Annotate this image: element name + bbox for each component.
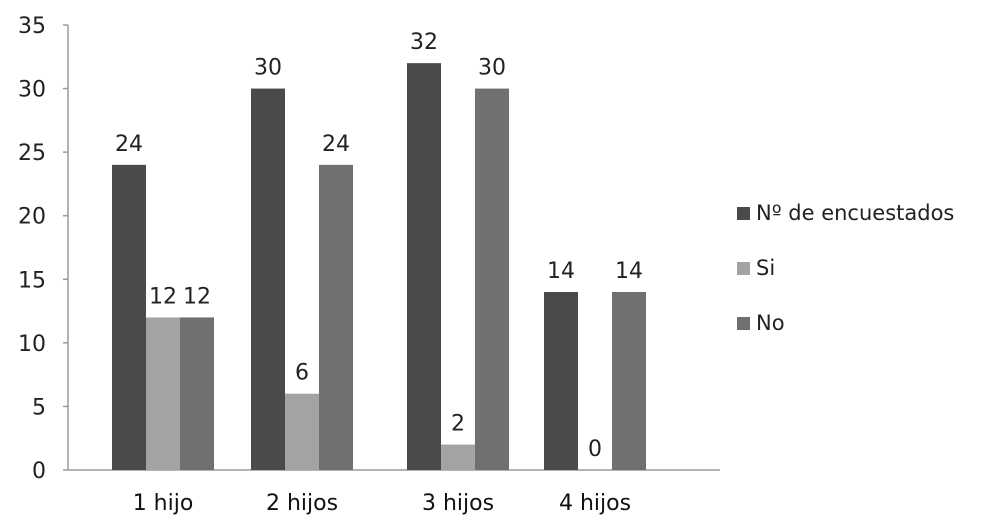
bar-2-1 bbox=[441, 444, 475, 470]
data-label-3-1: 0 bbox=[588, 437, 602, 462]
y-tick-label: 35 bbox=[18, 14, 46, 39]
data-label-0-2: 12 bbox=[183, 284, 211, 309]
y-tick-label: 30 bbox=[18, 78, 46, 103]
x-category-label: 4 hijos bbox=[559, 491, 631, 516]
bar-1-1 bbox=[285, 393, 319, 470]
data-label-2-1: 2 bbox=[451, 412, 465, 437]
legend-swatch bbox=[737, 206, 750, 220]
chart-legend: Nº de encuestados Si No bbox=[737, 200, 954, 365]
bar-3-0 bbox=[544, 292, 578, 470]
bar-0-0 bbox=[112, 164, 146, 470]
data-label-1-0: 30 bbox=[254, 56, 282, 81]
y-tick-label: 25 bbox=[18, 141, 46, 166]
legend-label: Si bbox=[756, 256, 776, 280]
y-tick-label: 20 bbox=[18, 205, 46, 230]
legend-label: Nº de encuestados bbox=[756, 201, 955, 225]
data-label-3-2: 14 bbox=[615, 259, 643, 284]
bar-2-2 bbox=[475, 88, 509, 471]
legend-swatch bbox=[737, 261, 750, 275]
legend-item: Nº de encuestados bbox=[737, 200, 954, 226]
bar-2-0 bbox=[407, 63, 441, 471]
bar-3-2 bbox=[612, 292, 646, 470]
data-label-1-2: 24 bbox=[322, 132, 350, 157]
data-label-1-1: 6 bbox=[295, 361, 309, 386]
data-label-0-0: 24 bbox=[115, 132, 143, 157]
bar-0-2 bbox=[180, 317, 214, 470]
bar-1-2 bbox=[319, 164, 353, 470]
y-tick-label: 0 bbox=[32, 459, 46, 484]
legend-item: No bbox=[737, 310, 954, 336]
y-tick-label: 10 bbox=[18, 332, 46, 357]
y-tick-label: 5 bbox=[32, 395, 46, 420]
legend-item: Si bbox=[737, 255, 954, 281]
x-category-label: 1 hijo bbox=[133, 491, 194, 516]
legend-swatch bbox=[737, 316, 750, 330]
legend-label: No bbox=[756, 311, 785, 335]
data-label-2-0: 32 bbox=[410, 30, 438, 55]
bar-1-0 bbox=[251, 88, 285, 471]
data-label-0-1: 12 bbox=[149, 284, 177, 309]
bar-0-1 bbox=[146, 317, 180, 470]
data-label-2-2: 30 bbox=[478, 56, 506, 81]
y-tick-label: 15 bbox=[18, 268, 46, 293]
data-label-3-0: 14 bbox=[547, 259, 575, 284]
x-category-label: 3 hijos bbox=[422, 491, 494, 516]
x-category-label: 2 hijos bbox=[266, 491, 338, 516]
